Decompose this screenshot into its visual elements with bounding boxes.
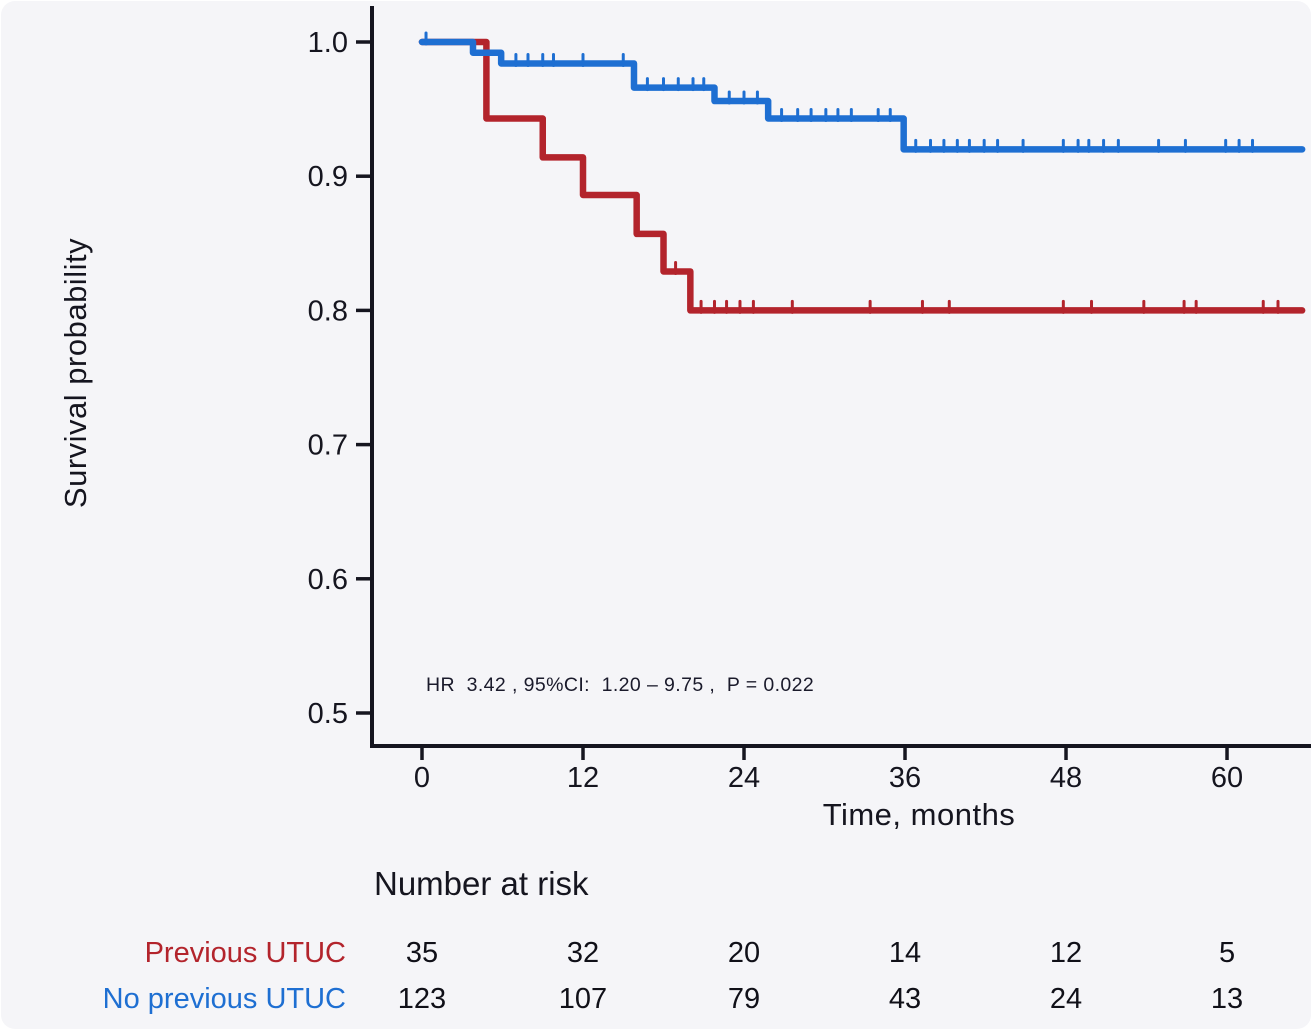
risk-count: 14 <box>888 937 922 969</box>
risk-row-label-no-previous-utuc: No previous UTUC <box>102 983 346 1015</box>
x-axis-tick-label: 12 <box>567 762 599 794</box>
km-plot: 1.0 0.9 0.8 0.7 0.6 0.5 0 12 24 36 48 60 <box>308 6 1311 794</box>
risk-count: 32 <box>566 937 600 969</box>
risk-count: 20 <box>727 937 761 969</box>
hr-ci-pvalue-annotation: HR 3.42 , 95%CI: 1.20 – 9.75 , P = 0.022 <box>426 674 815 696</box>
risk-count: 12 <box>1049 937 1083 969</box>
x-axis-tick-label: 48 <box>1050 762 1082 794</box>
risk-count: 43 <box>888 983 922 1015</box>
risk-count: 24 <box>1049 983 1083 1015</box>
x-axis-tick-label: 36 <box>889 762 921 794</box>
x-axis-title: Time, months <box>822 797 1016 832</box>
y-axis-tick-label: 0.8 <box>308 295 348 327</box>
y-axis-tick-label: 0.5 <box>308 698 348 730</box>
x-axis-tick-label: 24 <box>728 762 760 794</box>
survival-curve-previous-utuc <box>418 38 1306 314</box>
axis-spines <box>370 6 1311 748</box>
risk-count: 35 <box>405 937 439 969</box>
risk-count: 123 <box>397 983 447 1015</box>
risk-count: 5 <box>1218 937 1236 969</box>
risk-count: 13 <box>1210 983 1244 1015</box>
survival-curve-no-previous-utuc <box>418 38 1306 153</box>
y-axis-title: Survival probability <box>58 237 93 509</box>
x-axis-tick-label: 0 <box>414 762 430 794</box>
y-axis-tick-label: 0.9 <box>308 161 348 193</box>
risk-row-label-previous-utuc: Previous UTUC <box>144 937 346 969</box>
risk-count: 107 <box>558 983 608 1015</box>
risk-count: 79 <box>727 983 761 1015</box>
y-axis-tick-label: 1.0 <box>308 27 348 59</box>
risk-table-title: Number at risk <box>374 865 589 902</box>
y-axis-tick-label: 0.6 <box>308 564 348 596</box>
y-axis-tick-label: 0.7 <box>308 430 348 462</box>
x-axis-tick-label: 60 <box>1211 762 1243 794</box>
